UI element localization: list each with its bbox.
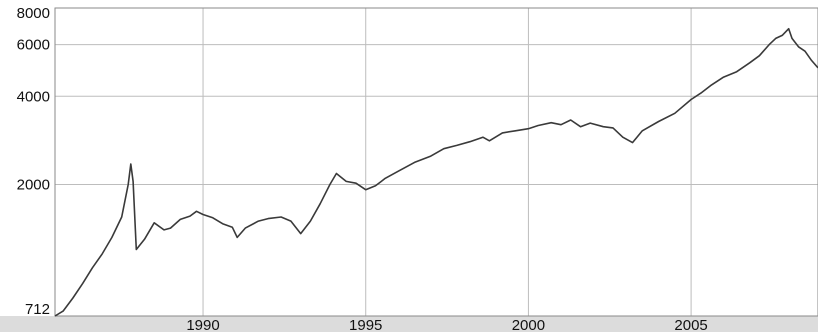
x-axis-band	[0, 316, 818, 332]
x-tick-label: 2000	[512, 317, 545, 332]
x-axis-labels: 1990 1995 2000 2005	[186, 317, 707, 332]
gridlines	[55, 7, 818, 316]
series-line	[54, 27, 818, 317]
x-tick-label: 2005	[674, 317, 707, 332]
x-tick-label: 1990	[186, 317, 219, 332]
y-tick-label: 4000	[17, 88, 50, 105]
y-axis-labels: 712 2000 4000 6000 8000	[17, 5, 50, 318]
y-tick-label: 6000	[17, 37, 50, 54]
x-tick-label: 1995	[349, 317, 382, 332]
y-tick-label: 712	[25, 301, 50, 318]
y-tick-label: 2000	[17, 177, 50, 194]
plot-frame	[54, 7, 818, 317]
y-tick-label: 8000	[17, 5, 50, 22]
